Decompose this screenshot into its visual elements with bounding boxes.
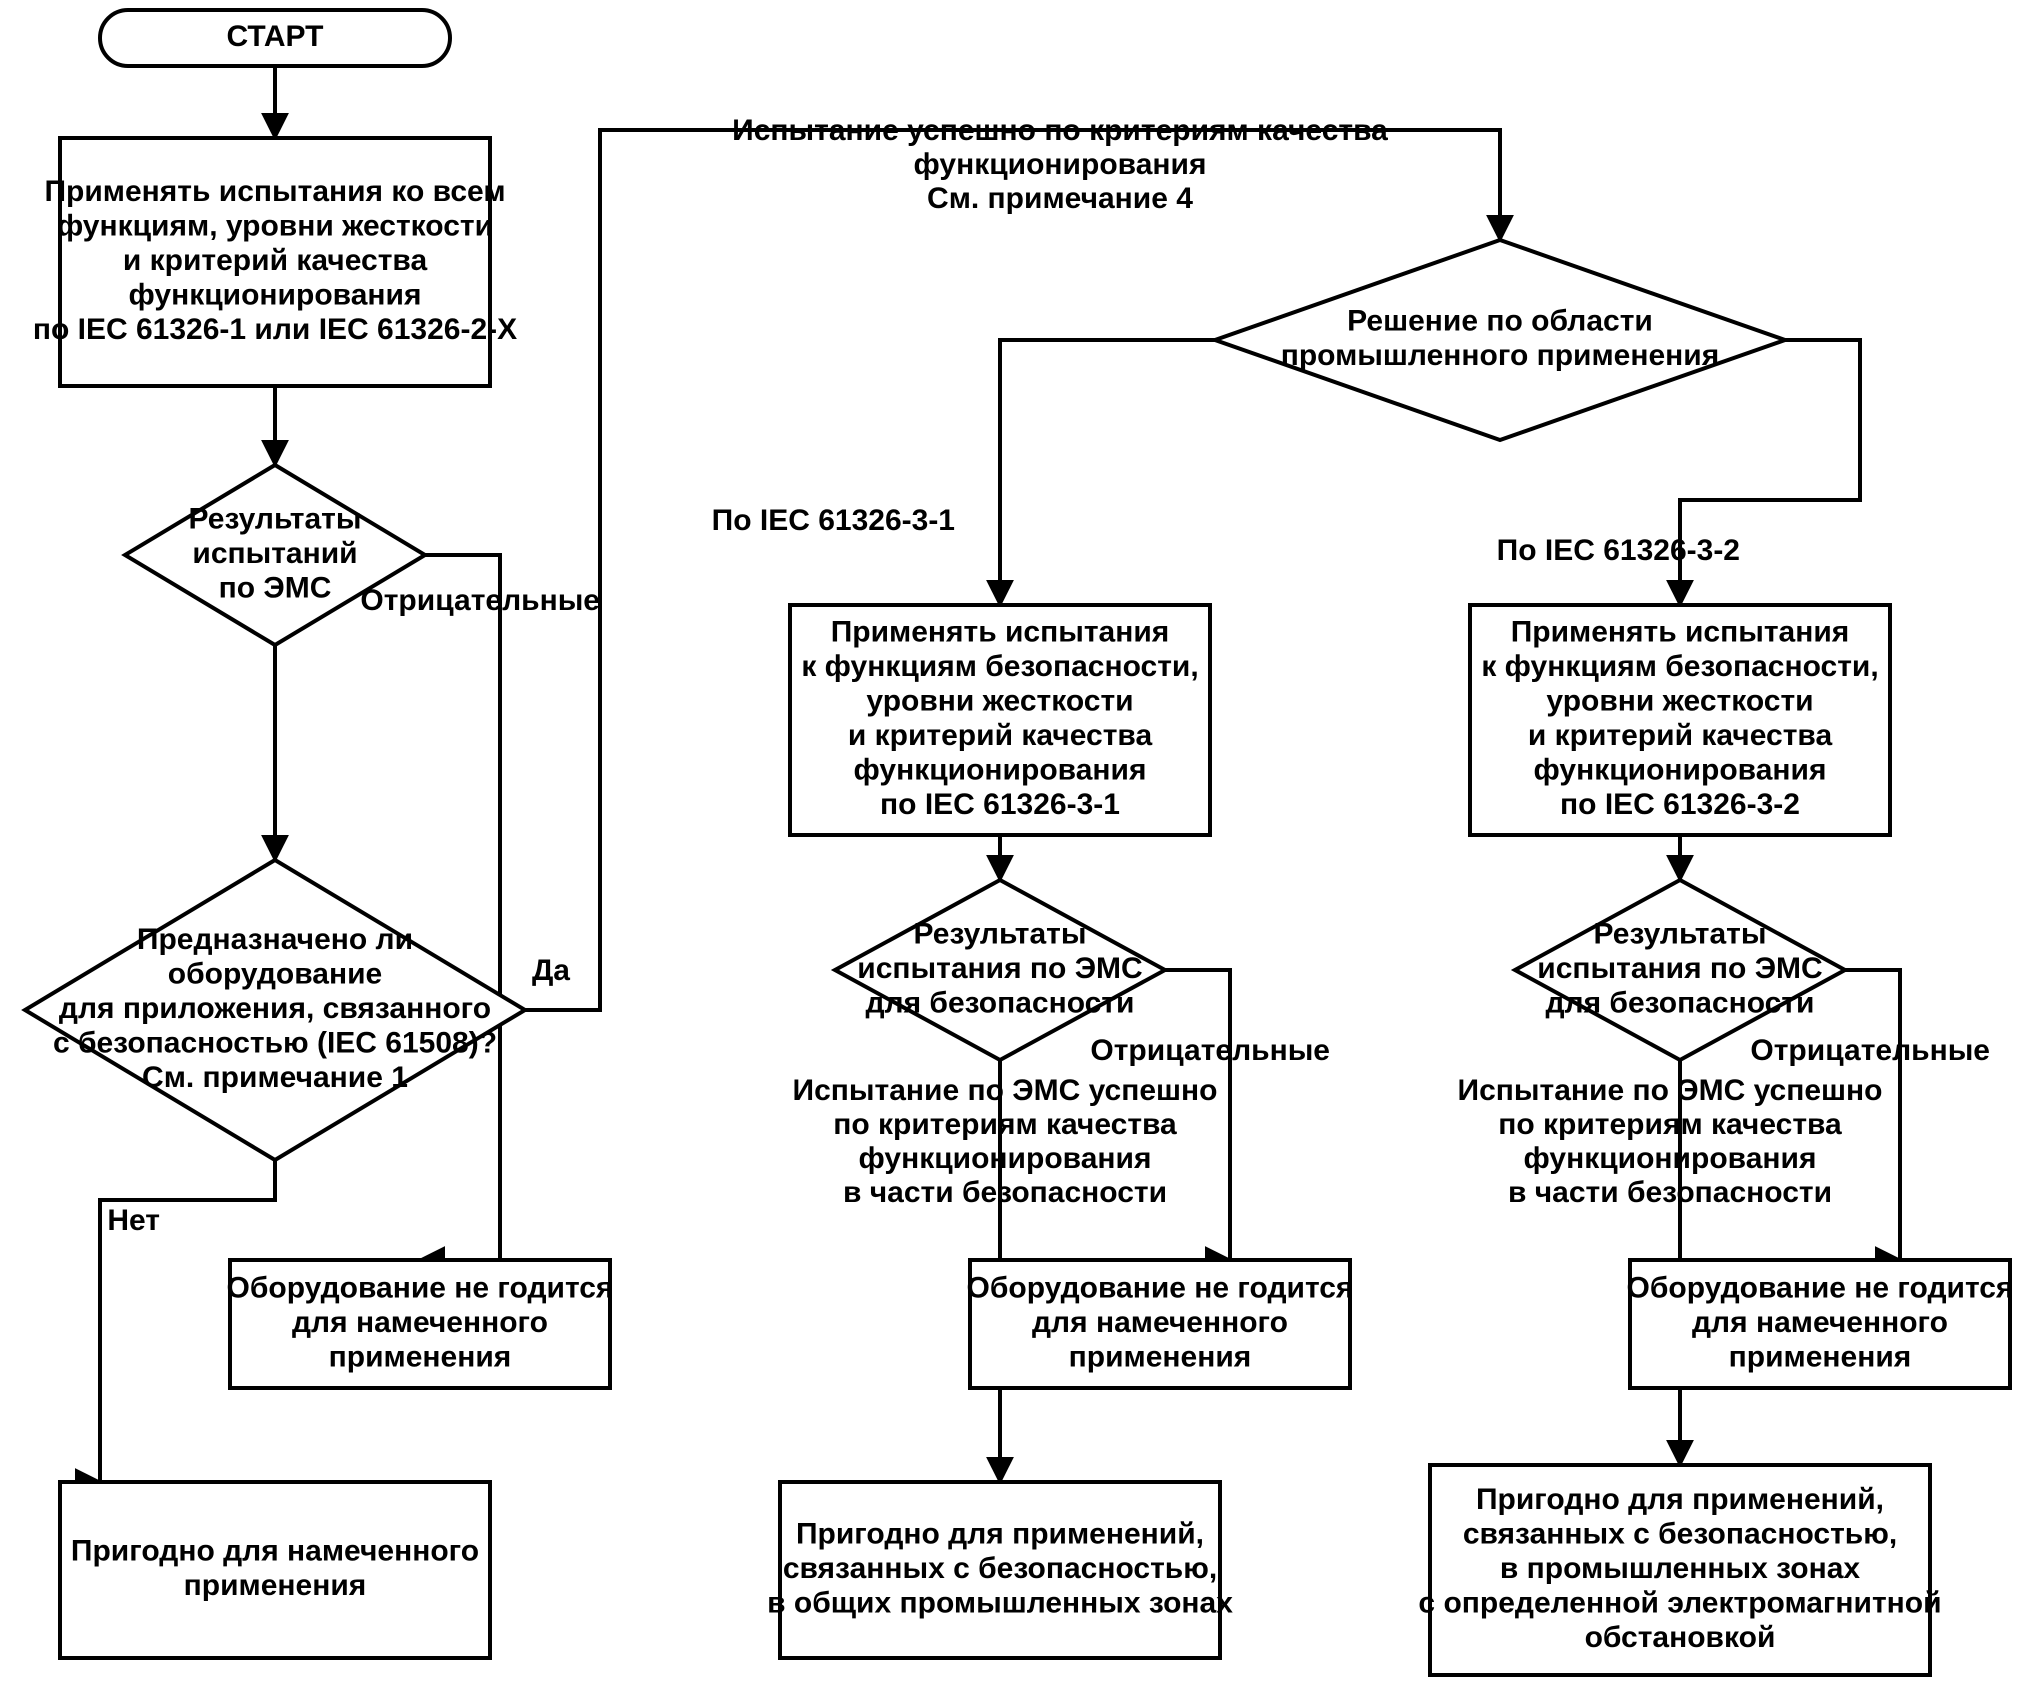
- edge-label: Отрицательные: [360, 584, 600, 617]
- floating-label: Испытание по ЭМС успешно: [793, 1074, 1218, 1107]
- node-label: к функциям безопасности,: [801, 650, 1198, 683]
- node-label: для приложения, связанного: [59, 992, 491, 1025]
- node-label: функциям, уровни жесткости: [57, 209, 493, 242]
- floating-label: в части безопасности: [843, 1176, 1167, 1209]
- node-label: применения: [184, 1569, 367, 1602]
- floating-label: Испытание успешно по критериям качества: [732, 114, 1388, 147]
- node-label: оборудование: [168, 957, 382, 990]
- node-label: испытаний: [192, 537, 357, 570]
- node-label: по IEC 61326-3-1: [880, 788, 1120, 821]
- floating-label: в части безопасности: [1508, 1176, 1832, 1209]
- node-fit_gen: Пригодно для применений,связанных с безо…: [767, 1482, 1233, 1658]
- node-label: Решение по области: [1347, 305, 1653, 338]
- node-fit_spec: Пригодно для применений,связанных с безо…: [1418, 1465, 1941, 1675]
- node-label: функционирования: [854, 754, 1147, 787]
- floating-label: по критериям качества: [1498, 1108, 1842, 1141]
- edge-label: По IEC 61326-3-2: [1497, 534, 1740, 567]
- node-label: Результаты: [1594, 917, 1767, 950]
- node-label: связанных с безопасностью,: [783, 1552, 1217, 1585]
- node-label: для намеченного: [1692, 1306, 1948, 1339]
- node-label: Применять испытания: [1511, 616, 1850, 649]
- node-label: обстановкой: [1585, 1621, 1776, 1654]
- edge: [1845, 970, 1900, 1260]
- node-label: по IEC 61326-3-2: [1560, 788, 1800, 821]
- flowchart-canvas: Отрицательные Нет Да По IEC 61326-3-1 По IEC…: [0, 0, 2029, 1696]
- node-fit_intend: Пригодно для намеченногоприменения: [60, 1482, 490, 1658]
- edge-label: Отрицательные: [1750, 1034, 1990, 1067]
- node-label: с безопасностью (IEC 61508)?: [53, 1026, 497, 1059]
- node-label: применения: [1069, 1340, 1252, 1373]
- node-label: применения: [329, 1340, 512, 1373]
- node-emc_saf2: Результатыиспытания по ЭМСдля безопаснос…: [1515, 880, 1845, 1060]
- node-label: для намеченного: [292, 1306, 548, 1339]
- node-label: и критерий качества: [1528, 719, 1833, 752]
- edge: [1000, 340, 1215, 605]
- node-label: Пригодно для применений,: [796, 1517, 1204, 1550]
- node-label: Оборудование не годится: [1627, 1271, 2014, 1304]
- node-apply_32: Применять испытанияк функциям безопаснос…: [1470, 605, 1890, 835]
- node-ind_app: Решение по областипромышленного применен…: [1215, 240, 1785, 440]
- floating-label: Испытание по ЭМС успешно: [1458, 1074, 1883, 1107]
- node-safety_app: Предназначено лиоборудованиедля приложен…: [25, 860, 525, 1160]
- edge-label: Нет: [107, 1204, 160, 1237]
- node-label: в промышленных зонах: [1500, 1552, 1860, 1585]
- edge: [525, 130, 1500, 1010]
- edge-label: По IEC 61326-3-1: [712, 504, 955, 537]
- node-apply_all: Применять испытания ко всемфункциям, уро…: [33, 138, 517, 386]
- node-label: Пригодно для применений,: [1476, 1483, 1884, 1516]
- node-label: Применять испытания ко всем: [44, 175, 505, 208]
- node-not_fit2: Оборудование не годитсядля намеченногопр…: [967, 1260, 1354, 1388]
- node-label: и критерий качества: [123, 244, 428, 277]
- node-label: Оборудование не годится: [227, 1271, 614, 1304]
- node-label: См. примечание 1: [142, 1061, 408, 1094]
- node-label: Применять испытания: [831, 616, 1170, 649]
- node-label: для безопасности: [865, 986, 1134, 1019]
- node-label: по ЭМС: [219, 571, 332, 604]
- node-label: Результаты: [189, 502, 362, 535]
- floating-label: См. примечание 4: [927, 182, 1193, 215]
- node-not_fit1: Оборудование не годитсядля намеченногопр…: [227, 1260, 614, 1388]
- node-label: для намеченного: [1032, 1306, 1288, 1339]
- node-label: СТАРТ: [227, 20, 324, 53]
- node-label: функционирования: [1534, 754, 1827, 787]
- node-start: СТАРТ: [100, 10, 450, 66]
- edge-label: Отрицательные: [1090, 1034, 1330, 1067]
- node-label: Результаты: [914, 917, 1087, 950]
- node-not_fit3: Оборудование не годитсядля намеченногопр…: [1627, 1260, 2014, 1388]
- node-label: с определенной электромагнитной: [1418, 1586, 1941, 1619]
- node-label: уровни жесткости: [1546, 685, 1813, 718]
- node-label: испытания по ЭМС: [1537, 952, 1822, 985]
- node-label: Пригодно для намеченного: [71, 1535, 479, 1568]
- node-label: связанных с безопасностью,: [1463, 1517, 1897, 1550]
- floating-label: функционирования: [859, 1142, 1152, 1175]
- node-label: для безопасности: [1545, 986, 1814, 1019]
- node-label: и критерий качества: [848, 719, 1153, 752]
- edge-label: Да: [532, 954, 570, 987]
- node-apply_31: Применять испытанияк функциям безопаснос…: [790, 605, 1210, 835]
- node-label: функционирования: [129, 278, 422, 311]
- floating-label: функционирования: [1524, 1142, 1817, 1175]
- node-label: по IEC 61326-1 или IEC 61326-2-X: [33, 313, 517, 346]
- floating-label: по критериям качества: [833, 1108, 1177, 1141]
- node-emc_res: Результатыиспытанийпо ЭМС: [125, 465, 425, 645]
- node-label: применения: [1729, 1340, 1912, 1373]
- node-label: испытания по ЭМС: [857, 952, 1142, 985]
- edge: [420, 555, 500, 1260]
- node-label: промышленного применения: [1281, 339, 1720, 372]
- floating-label: функционирования: [914, 148, 1207, 181]
- node-emc_saf1: Результатыиспытания по ЭМСдля безопаснос…: [835, 880, 1165, 1060]
- node-label: Предназначено ли: [137, 923, 413, 956]
- node-label: Оборудование не годится: [967, 1271, 1354, 1304]
- node-label: в общих промышленных зонах: [767, 1586, 1233, 1619]
- node-label: уровни жесткости: [866, 685, 1133, 718]
- node-label: к функциям безопасности,: [1481, 650, 1878, 683]
